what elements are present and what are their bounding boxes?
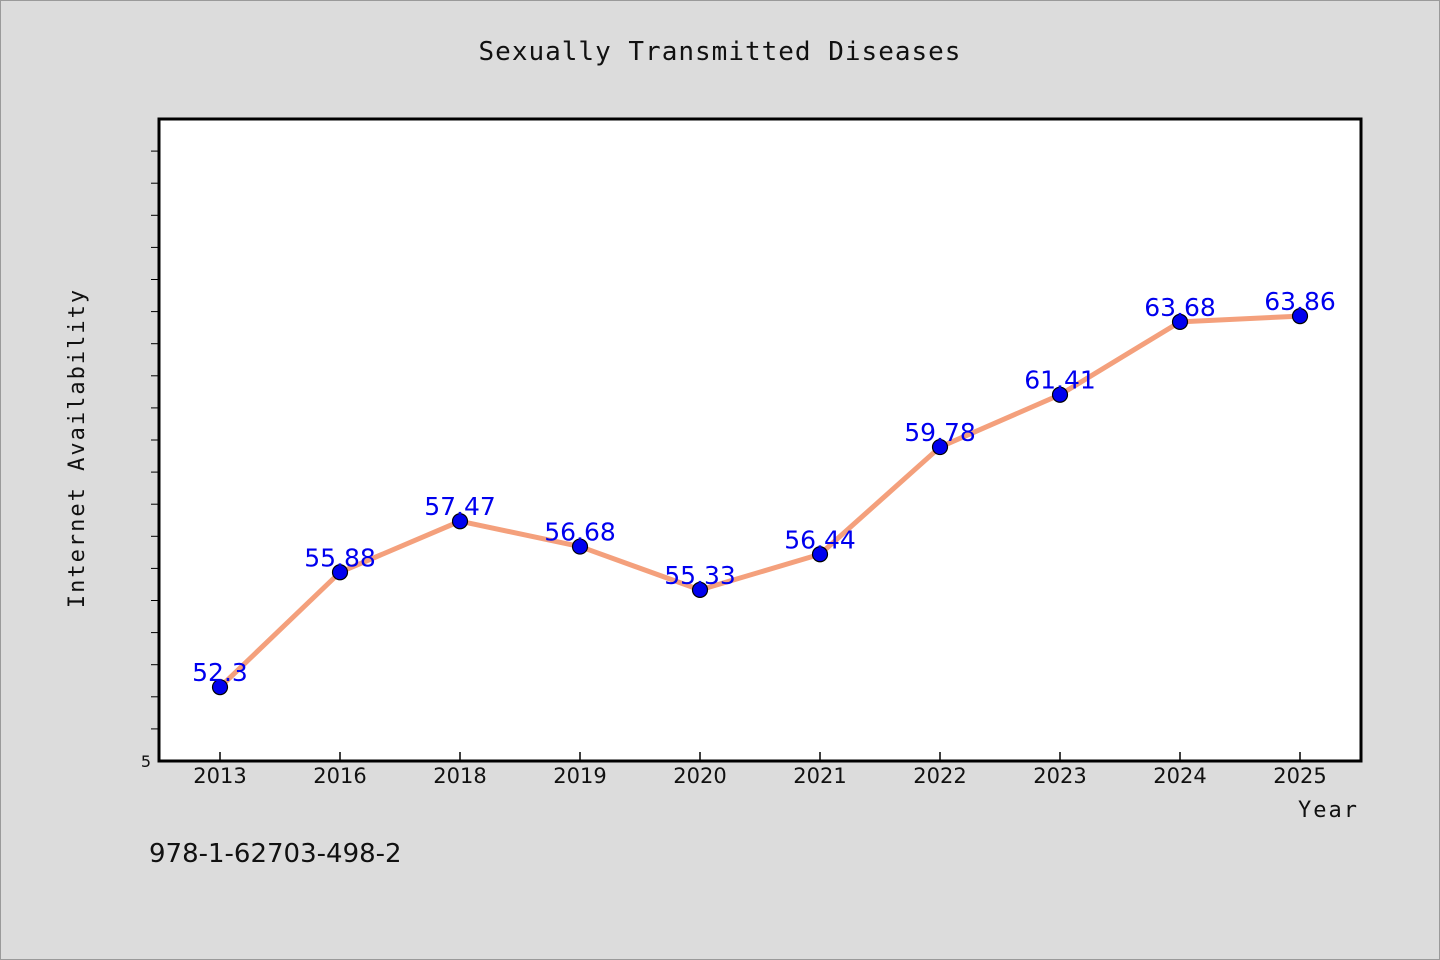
data-label-layer: 52.3 55.88 57.47 56.68 55.33 56.44 59.78 61.41 6…: [192, 287, 1336, 687]
data-label: 59.78: [904, 418, 976, 447]
data-label: 52.3: [192, 658, 248, 687]
x-tick-label: 2016: [313, 764, 366, 788]
x-axis-ticks: 2013 2016 2018 2019 2020 2021 2022 2023 2024 2025: [193, 752, 1327, 788]
x-tick-label: 2013: [193, 764, 246, 788]
x-tick-label: 2020: [673, 764, 726, 788]
data-point: [931, 438, 949, 456]
y-axis-ticks: 5: [141, 150, 159, 771]
data-point: [451, 513, 469, 530]
data-point: [571, 538, 589, 555]
data-point: [331, 564, 349, 581]
data-label: 63.68: [1144, 293, 1216, 322]
x-tick-label: 2021: [793, 764, 846, 788]
x-tick-label: 2022: [913, 764, 966, 788]
y-axis-label: Internet Availability: [65, 288, 90, 608]
x-tick-label: 2019: [553, 764, 606, 788]
data-point: [811, 546, 829, 563]
isbn-text: 978-1-62703-498-2: [149, 839, 402, 869]
data-point: [1291, 307, 1309, 325]
data-point: [691, 581, 709, 599]
data-label: 55.33: [664, 561, 736, 590]
data-point: [1171, 313, 1189, 330]
data-label: 61.41: [1024, 366, 1096, 395]
x-axis-label: Year: [1298, 798, 1359, 823]
data-label: 57.47: [424, 492, 496, 521]
data-point: [1051, 386, 1069, 403]
data-label: 63.86: [1264, 287, 1336, 316]
data-label: 56.44: [784, 525, 856, 554]
x-tick-label: 2018: [433, 764, 486, 788]
data-label: 55.88: [304, 543, 376, 572]
plot-area: [157, 117, 1363, 763]
x-tick-label: 2025: [1273, 764, 1326, 788]
chart-title: Sexually Transmitted Diseases: [479, 37, 962, 67]
series-layer: [211, 307, 1309, 696]
x-tick-label: 2023: [1033, 764, 1086, 788]
data-label: 56.68: [544, 518, 616, 547]
data-point: [211, 679, 229, 696]
x-tick-label: 2024: [1153, 764, 1206, 788]
y-tick-label: 5: [141, 752, 151, 771]
series-line: [217, 313, 1303, 690]
